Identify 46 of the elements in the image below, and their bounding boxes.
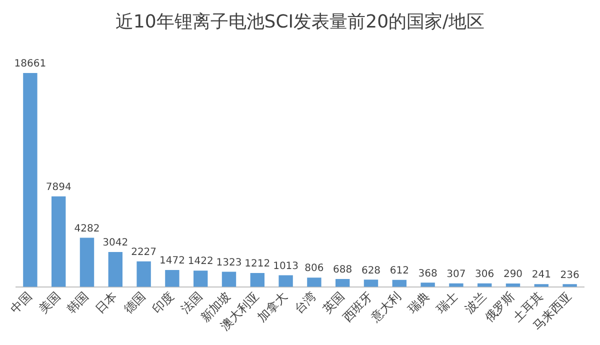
x-tick-label: 瑞士 <box>434 289 461 316</box>
data-label: 3042 <box>102 238 128 249</box>
bar <box>136 261 151 287</box>
data-label: 612 <box>390 265 409 276</box>
bar <box>222 272 236 287</box>
data-label: 1013 <box>273 260 299 272</box>
bar <box>23 72 38 287</box>
data-label: 1212 <box>244 258 270 270</box>
data-label: 18661 <box>14 58 46 70</box>
bar <box>250 272 264 287</box>
x-tick-label: 台湾 <box>292 289 319 316</box>
chart-title: 近10年锂离子电池SCI发表量前20的国家/地区 <box>115 11 485 32</box>
data-label: 4282 <box>74 223 100 234</box>
bar <box>364 280 378 287</box>
x-tick-label: 德国 <box>121 289 148 316</box>
bar <box>562 284 577 287</box>
x-tick-label: 中国 <box>8 289 35 316</box>
bar <box>80 238 94 287</box>
data-label: 1472 <box>159 256 185 267</box>
bar <box>307 278 322 287</box>
bar <box>165 270 180 287</box>
data-label: 368 <box>418 268 438 280</box>
data-label: 307 <box>446 268 466 280</box>
bar <box>108 252 122 287</box>
data-label: 1323 <box>216 257 242 268</box>
x-tick-label: 韩国 <box>64 289 92 316</box>
x-tick-label: 印度 <box>150 289 177 316</box>
data-label: 236 <box>560 270 580 281</box>
data-label: 628 <box>361 265 381 276</box>
bar <box>194 270 208 287</box>
bar <box>392 280 406 287</box>
data-label: 306 <box>475 268 494 280</box>
data-label: 7894 <box>46 182 72 193</box>
bar <box>278 275 293 287</box>
data-label: 1422 <box>188 256 214 268</box>
data-label: 290 <box>503 269 523 280</box>
x-tick-label: 日本 <box>92 289 120 316</box>
data-label: 2227 <box>131 246 157 258</box>
bar <box>420 282 435 287</box>
x-tick-label: 瑞典 <box>405 289 432 316</box>
bar <box>336 278 350 287</box>
bar <box>52 196 66 287</box>
data-label: 688 <box>333 264 352 276</box>
x-tick-label: 美国 <box>36 289 63 316</box>
data-label: 241 <box>532 270 551 281</box>
data-label: 806 <box>304 263 324 274</box>
